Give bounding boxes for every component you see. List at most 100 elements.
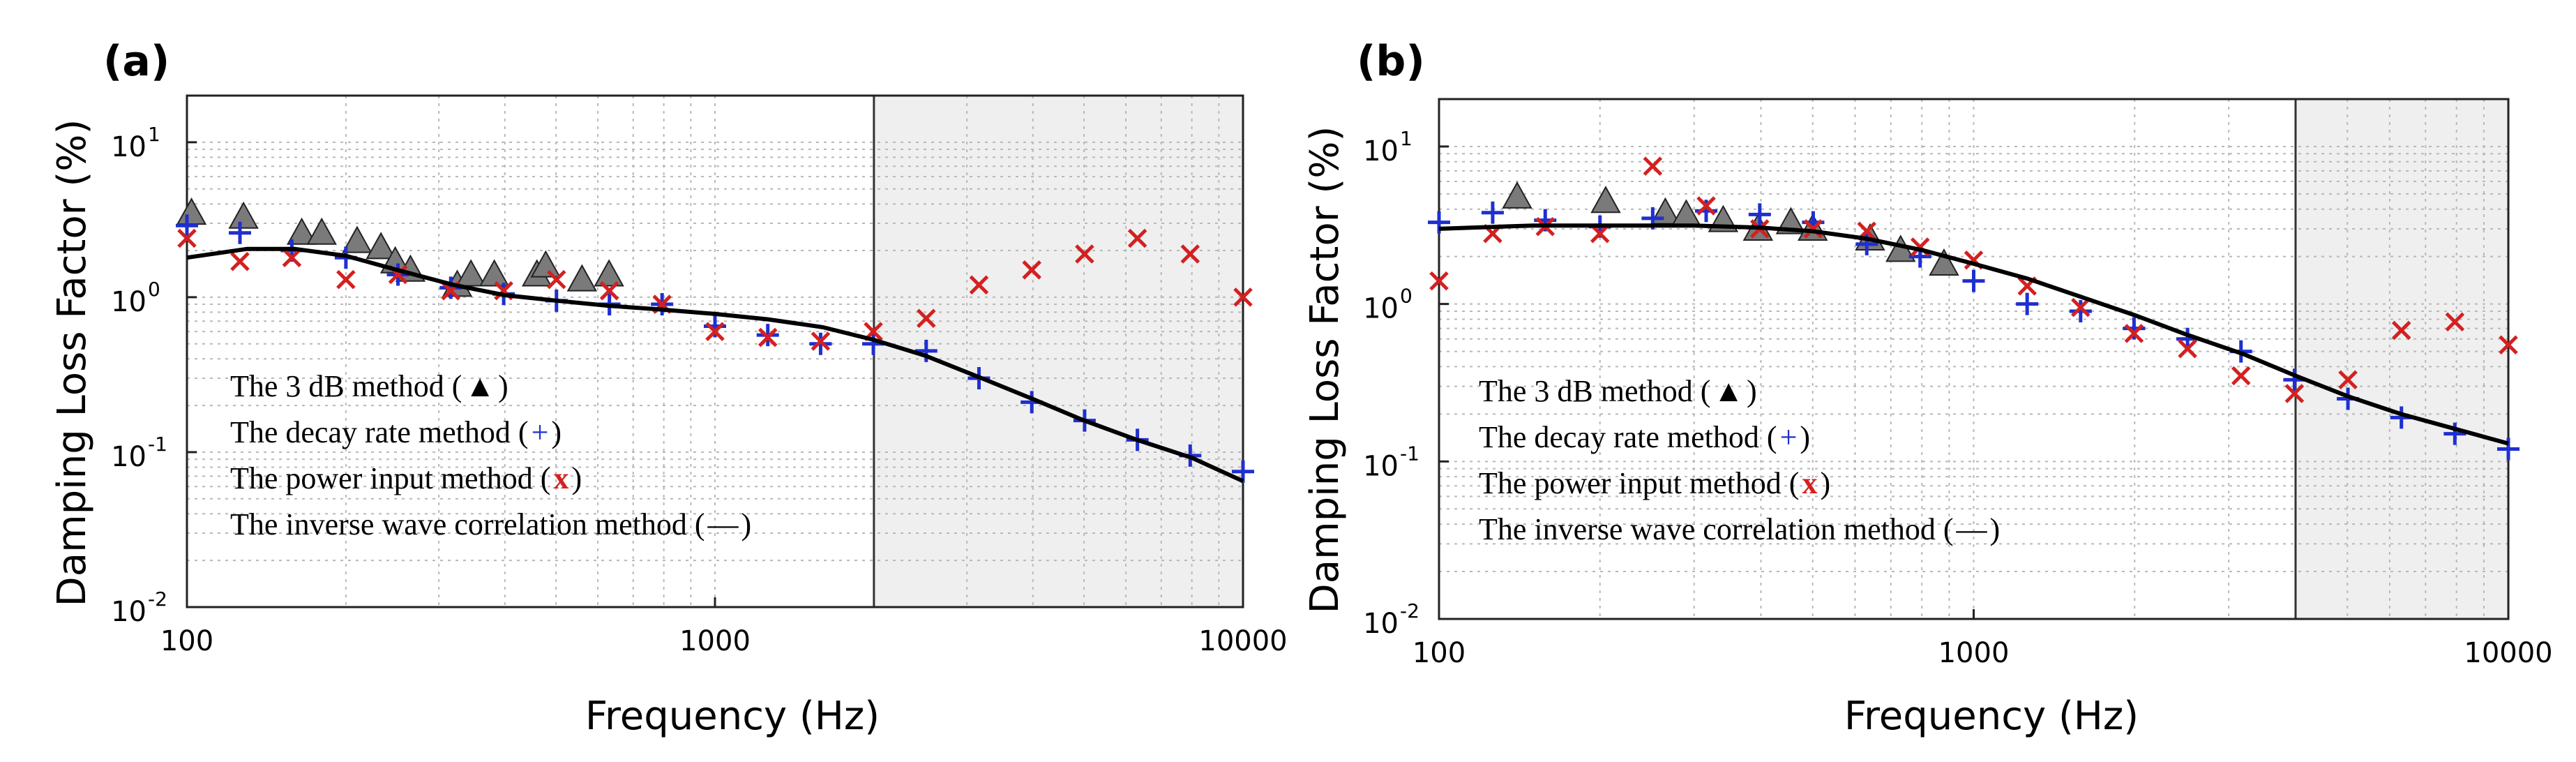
point-x bbox=[230, 251, 250, 271]
point-plus bbox=[2016, 292, 2039, 315]
point-x bbox=[705, 322, 725, 341]
x-tick-label: 1000 bbox=[1938, 637, 2010, 669]
point-plus bbox=[914, 339, 937, 362]
point-plus bbox=[1748, 203, 1771, 226]
legend-entry: The 3 dB method ( bbox=[1479, 374, 1710, 408]
legend-symbol: + bbox=[1780, 420, 1798, 454]
legend-symbol: — bbox=[707, 507, 739, 541]
y-tick-label: 10 bbox=[111, 286, 146, 318]
point-triangle bbox=[1502, 181, 1532, 209]
point-x bbox=[1590, 223, 1610, 244]
point-x bbox=[2338, 370, 2358, 390]
x-tick-label: 1000 bbox=[679, 625, 751, 657]
point-x bbox=[2391, 320, 2411, 341]
point-plus bbox=[2069, 299, 2092, 322]
legend-entry: The decay rate method ( bbox=[1479, 420, 1777, 454]
point-x bbox=[2445, 312, 2465, 332]
y-axis-title-a: Damping Loss Factor (%) bbox=[50, 119, 95, 607]
point-x bbox=[758, 327, 778, 348]
y-axis-title-b: Damping Loss Factor (%) bbox=[1302, 126, 1348, 614]
point-triangle bbox=[306, 217, 337, 245]
point-x bbox=[969, 275, 989, 295]
x-tick-label: 100 bbox=[160, 625, 213, 657]
point-triangle bbox=[286, 217, 317, 245]
point-triangle bbox=[455, 259, 486, 287]
legend-symbol: + bbox=[532, 415, 549, 449]
x-tick-label: 10000 bbox=[1198, 625, 1287, 657]
y-tick-exponent: -1 bbox=[148, 433, 167, 456]
point-x bbox=[811, 331, 831, 351]
legend-entry: The 3 dB method ( bbox=[230, 369, 462, 403]
point-triangle bbox=[1929, 248, 1959, 276]
y-tick-label: 10 bbox=[1363, 135, 1399, 167]
point-x bbox=[2071, 297, 2091, 318]
legend-entry: The inverse wave correlation method ( bbox=[1479, 512, 1954, 546]
x-tick-label: 10000 bbox=[2464, 637, 2552, 669]
series-x bbox=[1429, 156, 2518, 403]
y-tick-exponent: -2 bbox=[148, 588, 167, 611]
point-triangle bbox=[566, 264, 598, 292]
legend-symbol: ▲ bbox=[1713, 374, 1744, 408]
legend-entry: The inverse wave correlation method ( bbox=[230, 507, 705, 541]
point-x bbox=[1233, 287, 1253, 307]
point-triangle bbox=[342, 225, 372, 253]
point-x bbox=[2231, 366, 2251, 386]
legend-close-paren: ) bbox=[741, 507, 752, 541]
point-triangle bbox=[366, 232, 396, 260]
y-tick-exponent: -1 bbox=[1400, 442, 1419, 465]
series-line bbox=[186, 246, 1244, 484]
legend: The 3 dB method (▲) The decay rate method… bbox=[1479, 374, 2000, 546]
legend-entry: The decay rate method ( bbox=[230, 415, 529, 449]
y-tick-label: 10 bbox=[111, 596, 146, 628]
legend-close-paren: ) bbox=[1747, 374, 1757, 408]
legend-close-paren: ) bbox=[498, 369, 509, 403]
point-plus bbox=[1962, 269, 1985, 292]
point-x bbox=[2124, 324, 2144, 343]
point-plus bbox=[2443, 422, 2466, 445]
x-axis-title-b: Frequency (Hz) bbox=[1844, 694, 2139, 739]
point-triangle bbox=[1590, 186, 1621, 214]
y-tick-exponent: -2 bbox=[1400, 599, 1419, 622]
x-axis-title-a: Frequency (Hz) bbox=[585, 694, 880, 739]
point-x bbox=[2178, 338, 2197, 359]
series-line bbox=[186, 246, 1244, 484]
point-x bbox=[1127, 228, 1147, 248]
y-tick-exponent: 1 bbox=[1400, 127, 1413, 150]
legend-close-paren: ) bbox=[1990, 512, 2001, 546]
point-plus bbox=[1428, 211, 1450, 234]
legend-close-paren: ) bbox=[1800, 420, 1810, 454]
panel-label-b: (b) bbox=[1357, 37, 1425, 86]
point-plus bbox=[176, 214, 198, 237]
point-x bbox=[2499, 335, 2518, 354]
point-plus bbox=[1481, 201, 1504, 224]
series-plus bbox=[1428, 200, 2519, 461]
point-x bbox=[599, 281, 619, 301]
point-x bbox=[917, 308, 936, 329]
point-plus bbox=[228, 221, 251, 244]
legend-symbol: ▲ bbox=[465, 369, 495, 403]
y-tick-label: 10 bbox=[111, 441, 146, 473]
point-x bbox=[547, 269, 566, 290]
point-x bbox=[177, 228, 197, 248]
legend-entry: The power input method ( bbox=[230, 461, 550, 495]
legend: The 3 dB method (▲) The decay rate method… bbox=[230, 369, 751, 541]
point-x bbox=[1643, 156, 1663, 176]
panel-label-a: (a) bbox=[103, 37, 170, 86]
point-x bbox=[1022, 260, 1041, 280]
series-x bbox=[177, 228, 1253, 351]
legend-symbol: — bbox=[1956, 512, 1988, 546]
point-triangle bbox=[530, 250, 562, 278]
series-line bbox=[1438, 223, 2509, 446]
point-triangle bbox=[479, 259, 510, 287]
legend-symbol: x bbox=[1802, 466, 1817, 500]
y-tick-exponent: 1 bbox=[148, 123, 160, 146]
point-x bbox=[1075, 244, 1094, 264]
legend-entry: The power input method ( bbox=[1479, 466, 1799, 500]
legend-close-paren: ) bbox=[551, 415, 562, 449]
point-x bbox=[1696, 196, 1716, 216]
point-x bbox=[1429, 271, 1449, 291]
y-tick-label: 10 bbox=[1363, 608, 1399, 640]
series-line bbox=[1438, 223, 2509, 446]
